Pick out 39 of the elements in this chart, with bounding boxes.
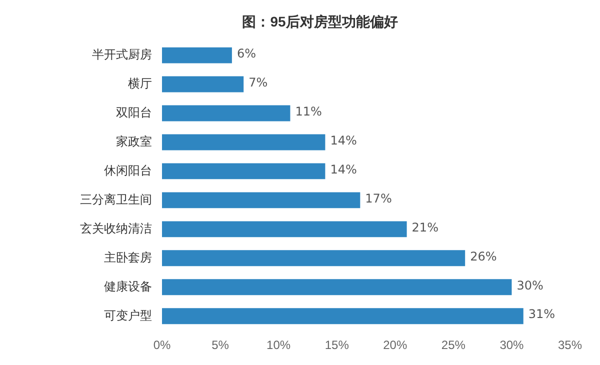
y-tick-label: 横厅 — [128, 76, 152, 91]
y-tick-label: 三分离卫生间 — [80, 192, 152, 207]
chart-title: 图：95后对房型功能偏好 — [242, 13, 398, 30]
y-tick-label: 主卧套房 — [104, 250, 152, 264]
bar — [162, 250, 466, 266]
data-label: 30% — [516, 278, 544, 292]
x-tick-label: 15% — [324, 338, 350, 352]
data-label: 31% — [528, 307, 556, 322]
data-label: 11% — [295, 104, 322, 118]
data-label: 26% — [470, 249, 497, 264]
y-tick-label: 休闲阳台 — [104, 164, 152, 178]
data-label: 21% — [412, 220, 438, 234]
x-tick-label: 20% — [383, 338, 408, 352]
y-tick-label: 健康设备 — [104, 279, 152, 294]
x-tick-label: 0% — [153, 338, 171, 352]
data-label: 14% — [330, 133, 357, 148]
bar — [162, 308, 524, 324]
x-tick-label: 30% — [500, 338, 524, 352]
bar — [162, 105, 290, 122]
y-tick-label: 玄关收纳清洁 — [80, 221, 152, 236]
bar — [162, 163, 326, 180]
y-tick-label: 半开式厨房 — [92, 48, 152, 62]
bar — [162, 279, 512, 296]
x-tick-label: 10% — [266, 338, 291, 352]
bar — [162, 221, 407, 238]
x-tick-label: 35% — [558, 338, 582, 352]
data-label: 7% — [248, 75, 268, 90]
bar — [162, 134, 326, 150]
bar — [162, 192, 360, 208]
y-tick-label: 家政室 — [116, 134, 152, 149]
bar — [162, 47, 232, 64]
y-tick-label: 双阳台 — [116, 106, 152, 120]
data-label: 17% — [365, 191, 392, 206]
x-tick-label: 5% — [212, 338, 230, 352]
bar — [162, 76, 244, 92]
x-tick-label: 25% — [441, 338, 466, 352]
y-tick-label: 可变户型 — [104, 308, 152, 322]
data-label: 14% — [330, 162, 357, 176]
data-label: 6% — [236, 46, 256, 60]
